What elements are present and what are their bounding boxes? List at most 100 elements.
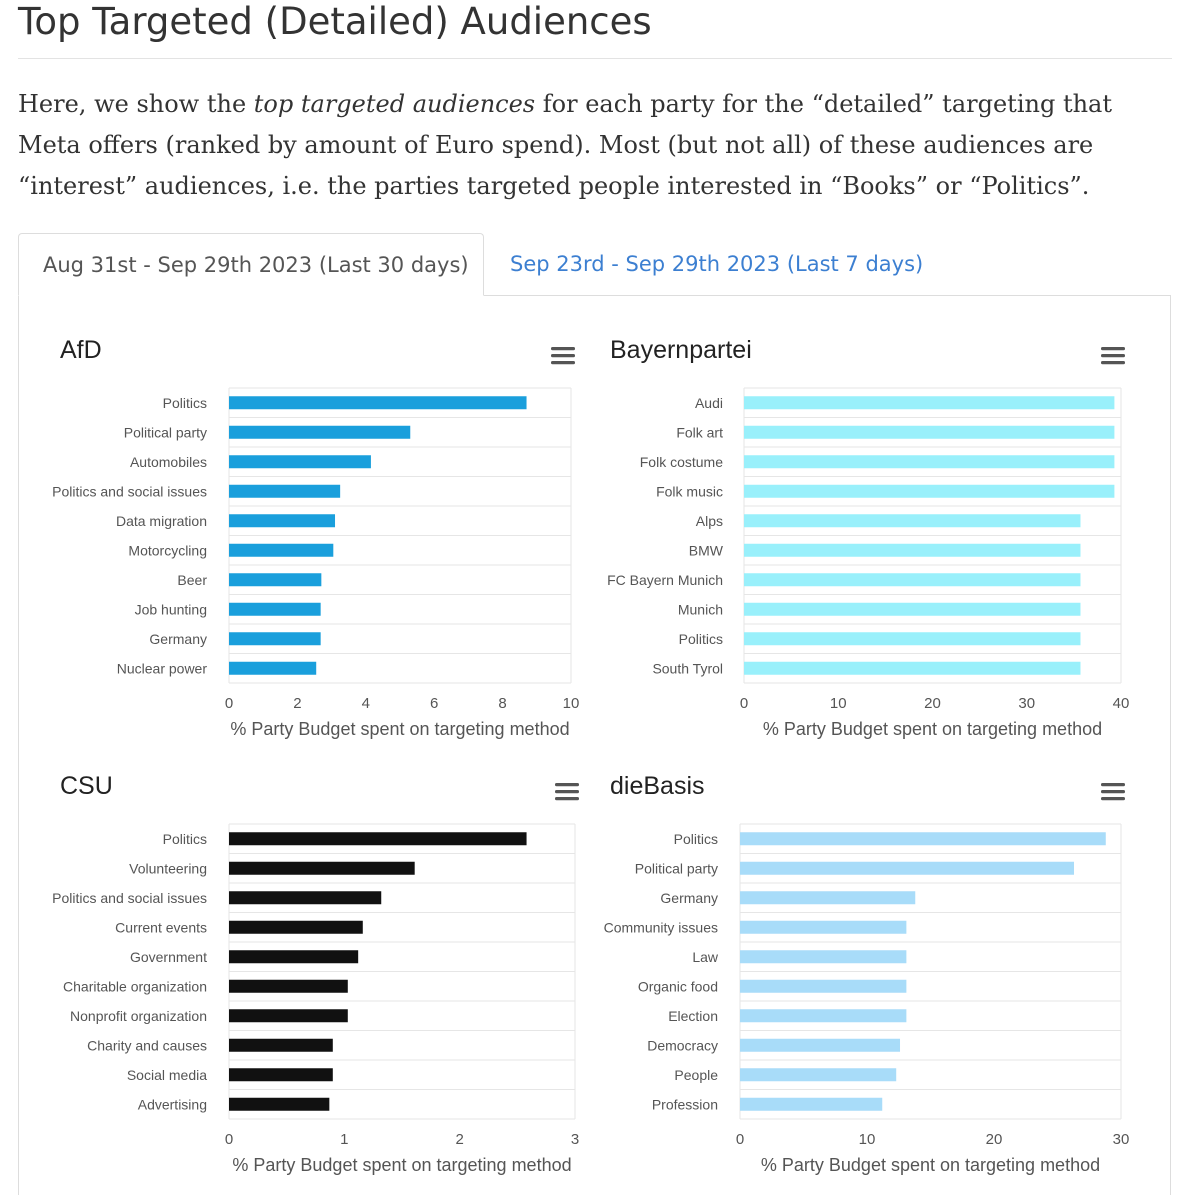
category-label: Audi xyxy=(695,395,723,411)
chart-svg: dieBasis Politics Political party Germany Co… xyxy=(604,772,1130,1175)
x-tick-label: 0 xyxy=(225,695,233,712)
bar-election[interactable] xyxy=(740,1009,907,1023)
bar-folk-costume[interactable] xyxy=(744,455,1115,469)
chart-csu: CSU Politics Volunteering Politics and soci… xyxy=(30,761,590,1181)
bar-job-hunting[interactable] xyxy=(229,602,321,616)
bar-politics[interactable] xyxy=(229,832,527,846)
bar-south-tyrol[interactable] xyxy=(744,661,1081,675)
bar-politics-and-social-issues[interactable] xyxy=(229,891,382,905)
x-tick-label: 0 xyxy=(740,695,748,712)
bar-alps[interactable] xyxy=(744,514,1081,528)
category-label: FC Bayern Munich xyxy=(607,572,723,588)
x-axis-label: % Party Budget spent on targeting method xyxy=(232,1155,571,1175)
tab-last-7-days[interactable]: Sep 23rd - Sep 29th 2023 (Last 7 days) xyxy=(510,252,924,276)
chart-svg: AfD Politics Political party Automobiles Pol… xyxy=(52,336,579,739)
category-label: Charitable organization xyxy=(63,978,207,994)
heading-divider xyxy=(18,58,1172,59)
bar-politics[interactable] xyxy=(740,832,1106,846)
category-label: Politics xyxy=(163,395,207,411)
x-axis-label: % Party Budget spent on targeting method xyxy=(230,719,569,739)
category-label: Current events xyxy=(115,919,207,935)
category-label: Volunteering xyxy=(129,860,207,876)
bar-nonprofit-organization[interactable] xyxy=(229,1009,348,1023)
category-label: Politics and social issues xyxy=(52,483,207,499)
category-label: Politics and social issues xyxy=(52,890,207,906)
bar-beer[interactable] xyxy=(229,573,322,587)
bar-social-media[interactable] xyxy=(229,1068,333,1082)
category-label: South Tyrol xyxy=(652,660,723,676)
category-label: Folk costume xyxy=(640,454,723,470)
bar-volunteering[interactable] xyxy=(229,861,415,875)
bar-political-party[interactable] xyxy=(740,861,1075,875)
bar-advertising[interactable] xyxy=(229,1097,330,1111)
bar-audi[interactable] xyxy=(744,396,1115,410)
chart-title: Bayernpartei xyxy=(610,336,752,364)
category-label: Job hunting xyxy=(135,601,207,617)
category-label: Germany xyxy=(660,890,718,906)
intro-emphasis: top targeted audiences xyxy=(253,90,536,118)
bar-profession[interactable] xyxy=(740,1097,883,1111)
x-tick-label: 4 xyxy=(362,695,370,712)
hamburger-menu-icon[interactable] xyxy=(1097,779,1129,805)
category-label: Politics xyxy=(674,831,718,847)
bar-folk-music[interactable] xyxy=(744,484,1115,498)
category-label: Data migration xyxy=(116,513,207,529)
bar-germany[interactable] xyxy=(229,632,321,646)
hamburger-menu-icon[interactable] xyxy=(547,343,579,369)
category-label: Automobiles xyxy=(130,454,207,470)
bar-politics[interactable] xyxy=(229,396,527,410)
hamburger-menu-icon[interactable] xyxy=(551,779,583,805)
x-tick-label: 20 xyxy=(986,1131,1003,1148)
category-label: People xyxy=(674,1067,718,1083)
category-label: Political party xyxy=(124,424,207,440)
bar-government[interactable] xyxy=(229,950,359,964)
category-label: Alps xyxy=(696,513,723,529)
chart-svg: CSU Politics Volunteering Politics and soci… xyxy=(52,772,583,1175)
chart-title: CSU xyxy=(60,772,113,800)
bar-data-migration[interactable] xyxy=(229,514,336,528)
bar-charitable-organization[interactable] xyxy=(229,979,348,993)
category-label: Politics xyxy=(163,831,207,847)
tab-last-30-days[interactable]: Aug 31st - Sep 29th 2023 (Last 30 days) xyxy=(18,233,484,296)
x-tick-label: 2 xyxy=(293,695,301,712)
page-heading: Top Targeted (Detailed) Audiences xyxy=(18,0,652,43)
bar-people[interactable] xyxy=(740,1068,897,1082)
category-label: Folk music xyxy=(656,483,723,499)
chart-afd: AfD Politics Political party Automobiles Pol… xyxy=(30,325,590,745)
chart-title: AfD xyxy=(60,336,102,364)
bar-law[interactable] xyxy=(740,950,907,964)
category-label: Nuclear power xyxy=(117,660,208,676)
bar-folk-art[interactable] xyxy=(744,425,1115,439)
bar-germany[interactable] xyxy=(740,891,916,905)
category-label: Government xyxy=(130,949,207,965)
category-label: Germany xyxy=(149,631,207,647)
chart-bayernpartei: Bayernpartei Audi Folk art Folk costume Folk… xyxy=(580,325,1140,745)
x-tick-label: 0 xyxy=(225,1131,233,1148)
bar-bmw[interactable] xyxy=(744,543,1081,557)
tab-panel xyxy=(18,295,1171,1195)
bar-munich[interactable] xyxy=(744,602,1081,616)
hamburger-menu-icon[interactable] xyxy=(1097,343,1129,369)
bar-nuclear-power[interactable] xyxy=(229,661,317,675)
bar-politics[interactable] xyxy=(744,632,1081,646)
bar-politics-and-social-issues[interactable] xyxy=(229,484,341,498)
bar-motorcycling[interactable] xyxy=(229,543,334,557)
category-label: Folk art xyxy=(676,424,723,440)
intro-paragraph: Here, we show the top targeted audiences… xyxy=(18,84,1168,207)
bar-charity-and-causes[interactable] xyxy=(229,1038,333,1052)
category-label: Advertising xyxy=(138,1096,207,1112)
bar-democracy[interactable] xyxy=(740,1038,901,1052)
bar-political-party[interactable] xyxy=(229,425,411,439)
bar-fc-bayern-munich[interactable] xyxy=(744,573,1081,587)
intro-text-start: Here, we show the xyxy=(18,90,254,118)
bar-organic-food[interactable] xyxy=(740,979,907,993)
x-tick-label: 6 xyxy=(430,695,438,712)
category-label: Nonprofit organization xyxy=(70,1008,207,1024)
bar-community-issues[interactable] xyxy=(740,920,907,934)
bar-current-events[interactable] xyxy=(229,920,363,934)
bar-automobiles[interactable] xyxy=(229,455,371,469)
x-tick-label: 8 xyxy=(498,695,506,712)
x-tick-label: 10 xyxy=(830,695,847,712)
x-tick-label: 3 xyxy=(571,1131,579,1148)
category-label: Charity and causes xyxy=(87,1037,207,1053)
